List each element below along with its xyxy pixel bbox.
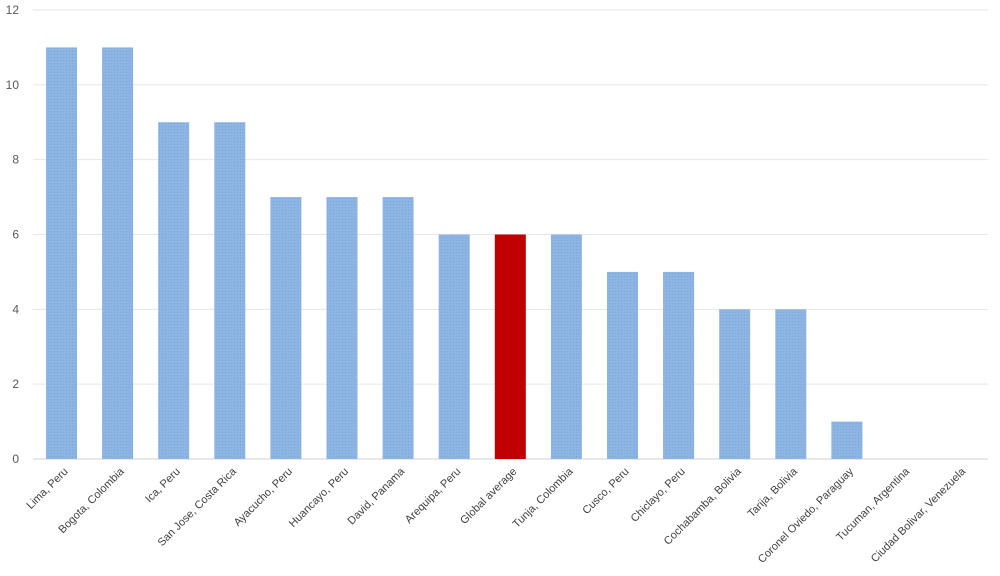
bar: [326, 197, 358, 460]
y-tick-label: 10: [6, 78, 20, 92]
bar: [158, 122, 190, 459]
bar: [719, 309, 751, 459]
y-tick-label: 8: [12, 153, 19, 167]
x-tick-label: David, Panama: [346, 465, 408, 527]
bar: [102, 47, 134, 460]
y-tick-label: 0: [12, 452, 19, 466]
x-tick-label: Arequipa, Peru: [403, 466, 463, 526]
x-tick-label: Coronel Oviedo, Paraguay: [756, 465, 857, 566]
y-tick-label: 12: [6, 3, 20, 17]
bar: [607, 271, 638, 459]
x-tick-label: Global average: [458, 466, 519, 527]
x-tick-label: Cusco, Peru: [580, 466, 631, 517]
bar: [382, 197, 414, 460]
bar: [550, 234, 582, 459]
bar: [214, 122, 246, 459]
x-tick-label: Chiclayo, Peru: [629, 466, 688, 525]
bars: [46, 47, 863, 460]
x-tick-label: Tarija, Bolivia: [746, 465, 801, 520]
bar: [438, 234, 470, 459]
bar: [775, 309, 807, 459]
x-tick-label: Ayacucho, Peru: [232, 466, 295, 529]
bar: [46, 47, 77, 460]
bar: [494, 234, 526, 459]
y-tick-label: 6: [12, 228, 19, 242]
bar: [831, 421, 863, 459]
x-tick-label: Huancayo, Peru: [287, 466, 351, 530]
y-axis: 0 2 4 6 8 10 12: [6, 3, 20, 466]
x-tick-label: Tunja, Colombia: [511, 465, 576, 530]
y-tick-label: 2: [12, 377, 19, 391]
bar: [663, 271, 695, 459]
bar: [270, 197, 302, 460]
x-tick-label: Lima, Peru: [25, 466, 71, 512]
x-tick-label: Ica, Peru: [143, 466, 183, 506]
y-tick-label: 4: [12, 302, 19, 316]
x-tick-label: Ciudad Bolivar, Venezuela: [869, 465, 969, 565]
